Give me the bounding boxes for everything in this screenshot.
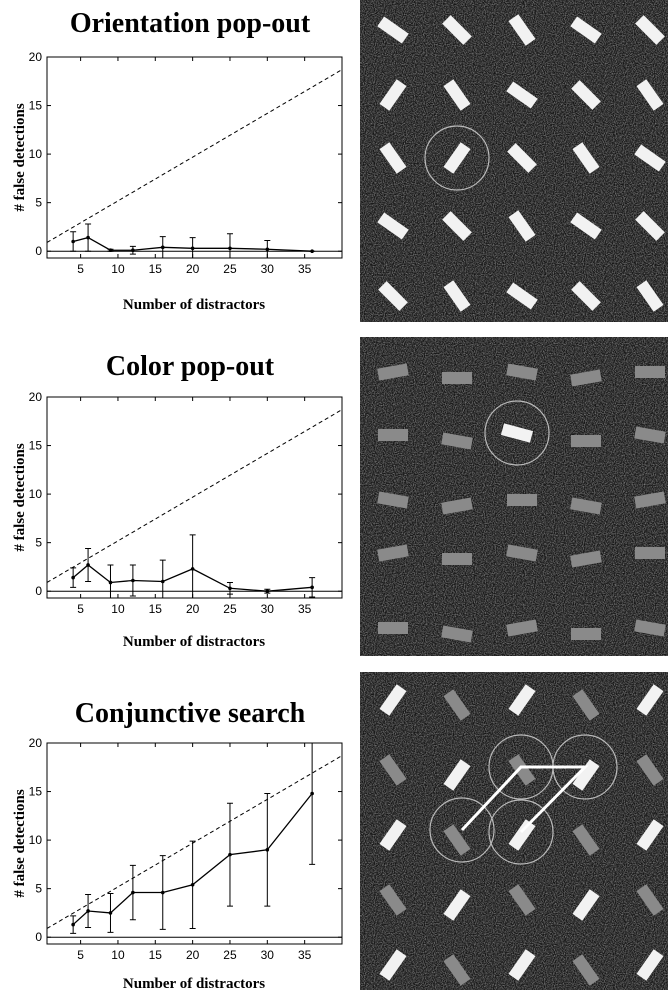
image-noise: [360, 672, 668, 990]
data-point: [131, 248, 135, 252]
data-point: [310, 249, 314, 253]
stimulus-bar: [507, 494, 537, 506]
y-tick-label: 10: [29, 833, 43, 847]
stimulus-bar: [571, 435, 601, 447]
y-tick-label: 15: [29, 785, 43, 799]
x-tick-label: 15: [149, 602, 163, 616]
data-point: [228, 853, 232, 857]
reference-line: [47, 410, 342, 583]
plot-frame: [47, 57, 342, 258]
chart-panel: Conjunctive search Number of distractors #…: [12, 698, 342, 992]
stimulus-bar: [378, 622, 408, 634]
data-point: [266, 848, 270, 852]
y-tick-label: 5: [35, 196, 42, 210]
data-point: [86, 236, 90, 240]
x-tick-label: 25: [223, 948, 237, 962]
y-tick-label: 10: [29, 487, 43, 501]
data-point: [191, 883, 195, 887]
stimulus-bar: [635, 547, 665, 559]
chart-title: Orientation pop-out: [70, 8, 311, 39]
chart-title: Color pop-out: [106, 351, 275, 382]
chart-panel: Color pop-out Number of distractors # fals…: [12, 351, 342, 650]
reference-line: [47, 70, 342, 243]
data-point: [161, 891, 165, 895]
x-tick-label: 15: [149, 262, 163, 276]
x-axis-label: Number of distractors: [123, 634, 265, 650]
y-tick-label: 15: [29, 439, 43, 453]
chart-title: Conjunctive search: [75, 698, 306, 729]
data-point: [266, 247, 270, 251]
x-tick-label: 30: [261, 602, 275, 616]
x-axis-label: Number of distractors: [123, 297, 265, 313]
data-point: [191, 246, 195, 250]
data-point: [86, 563, 90, 567]
stimulus-bar: [378, 429, 408, 441]
x-tick-label: 35: [298, 948, 312, 962]
figure: Orientation pop-out Number of distractors…: [0, 0, 670, 998]
x-axis-label: Number of distractors: [123, 976, 265, 992]
plot-area: [47, 723, 342, 934]
y-tick-label: 5: [35, 882, 42, 896]
x-tick-label: 10: [111, 262, 125, 276]
data-point: [161, 246, 165, 250]
stimulus-image: [360, 0, 668, 322]
x-tick-label: 10: [111, 948, 125, 962]
data-point: [109, 911, 113, 915]
data-point: [191, 567, 195, 571]
data-point: [86, 909, 90, 913]
stimulus-images: [360, 0, 668, 990]
data-point: [228, 246, 232, 250]
x-tick-label: 5: [77, 262, 84, 276]
data-point: [71, 923, 75, 927]
y-tick-label: 20: [29, 736, 43, 750]
plot-area: [47, 70, 342, 263]
data-point: [109, 248, 113, 252]
image-noise: [360, 0, 668, 322]
x-tick-label: 35: [298, 602, 312, 616]
x-tick-label: 25: [223, 602, 237, 616]
data-point: [109, 581, 113, 585]
y-axis-label: # false detections: [12, 789, 28, 897]
data-point: [266, 589, 270, 593]
x-tick-label: 25: [223, 262, 237, 276]
y-axis-label: # false detections: [12, 443, 28, 551]
stimulus-bar: [442, 553, 472, 565]
y-tick-label: 20: [29, 390, 43, 404]
stimulus-image: [360, 672, 668, 990]
y-axis-label: # false detections: [12, 103, 28, 211]
data-point: [131, 891, 135, 895]
data-point: [71, 576, 75, 580]
stimulus-image: [360, 337, 668, 656]
plot-area: [47, 410, 342, 603]
x-tick-label: 30: [261, 948, 275, 962]
data-point: [71, 240, 75, 244]
y-tick-label: 0: [35, 930, 42, 944]
plot-frame: [47, 743, 342, 944]
stimulus-bar: [635, 366, 665, 378]
y-tick-label: 20: [29, 50, 43, 64]
x-tick-label: 20: [186, 602, 200, 616]
data-point: [310, 792, 314, 796]
data-point: [131, 579, 135, 583]
data-point: [228, 586, 232, 590]
y-tick-label: 0: [35, 584, 42, 598]
chart-panel: Orientation pop-out Number of distractors…: [12, 8, 342, 313]
stimulus-bar: [571, 628, 601, 640]
reference-line: [47, 756, 342, 929]
x-tick-label: 15: [149, 948, 163, 962]
x-tick-label: 20: [186, 948, 200, 962]
y-tick-label: 10: [29, 147, 43, 161]
y-tick-label: 5: [35, 536, 42, 550]
data-point: [310, 586, 314, 590]
x-tick-label: 35: [298, 262, 312, 276]
x-tick-label: 5: [77, 948, 84, 962]
data-point: [161, 580, 165, 584]
x-tick-label: 30: [261, 262, 275, 276]
x-tick-label: 20: [186, 262, 200, 276]
y-tick-label: 0: [35, 244, 42, 258]
y-tick-label: 15: [29, 99, 43, 113]
x-tick-label: 5: [77, 602, 84, 616]
stimulus-bar: [442, 372, 472, 384]
x-tick-label: 10: [111, 602, 125, 616]
